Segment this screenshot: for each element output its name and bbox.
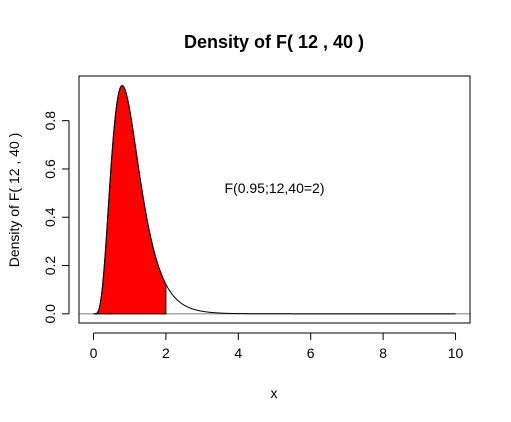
chart-title: Density of F( 12 , 40 )	[184, 32, 364, 52]
plot-area	[79, 86, 470, 314]
y-axis: 0.0 0.2 0.4 0.6 0.8	[42, 111, 69, 324]
x-axis-label: x	[271, 385, 278, 401]
x-tick-label: 6	[307, 345, 315, 361]
y-axis-label: Density of F( 12 , 40 )	[6, 133, 22, 268]
x-tick-label: 10	[448, 345, 464, 361]
critical-value-annotation: F(0.95;12,40=2)	[224, 180, 324, 196]
shaded-area	[93, 86, 165, 314]
x-axis: 0 2 4 6 8 10	[90, 333, 464, 361]
y-tick-label: 0.6	[42, 159, 58, 179]
y-tick-label: 0.0	[42, 304, 58, 324]
y-tick-label: 0.8	[42, 111, 58, 131]
x-tick-label: 2	[162, 345, 170, 361]
x-tick-label: 0	[90, 345, 98, 361]
y-tick-label: 0.2	[42, 256, 58, 276]
x-tick-label: 4	[234, 345, 242, 361]
y-tick-label: 0.4	[42, 207, 58, 227]
x-tick-label: 8	[379, 345, 387, 361]
